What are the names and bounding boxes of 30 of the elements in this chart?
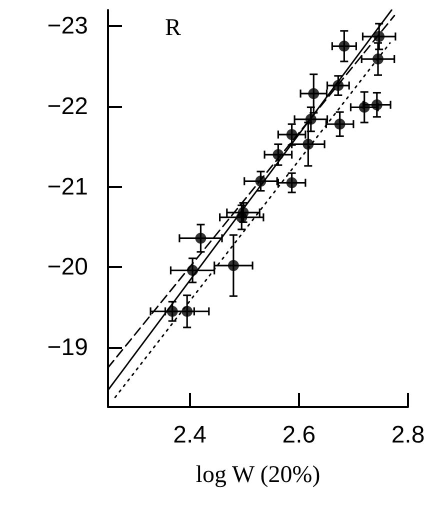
point xyxy=(374,31,385,42)
x-tick-label: 2.6 xyxy=(282,422,316,448)
point xyxy=(272,149,284,160)
point xyxy=(286,129,298,140)
point xyxy=(236,212,248,223)
x-axis-title: log W (20%) xyxy=(196,462,320,488)
y-tick-label: −22 xyxy=(47,92,88,120)
y-tick-label: −21 xyxy=(47,173,88,200)
point xyxy=(228,260,239,272)
point xyxy=(338,40,350,52)
point xyxy=(334,118,346,130)
point xyxy=(305,114,316,125)
x-tick-label: 2.4 xyxy=(173,422,207,448)
y-tick-label: −23 xyxy=(47,12,88,40)
x-tick-label: 2.8 xyxy=(391,422,425,448)
point xyxy=(302,138,314,150)
point xyxy=(308,88,320,100)
point xyxy=(182,306,193,317)
point xyxy=(166,306,178,317)
point xyxy=(372,54,384,65)
annotation: R xyxy=(165,15,182,41)
point xyxy=(286,177,298,188)
y-tick-label: −19 xyxy=(47,334,88,362)
point xyxy=(358,102,370,113)
point xyxy=(371,99,382,110)
point xyxy=(255,176,266,187)
y-tick-label: −20 xyxy=(47,254,88,281)
point xyxy=(332,80,344,92)
point xyxy=(187,264,198,276)
point xyxy=(195,232,206,244)
